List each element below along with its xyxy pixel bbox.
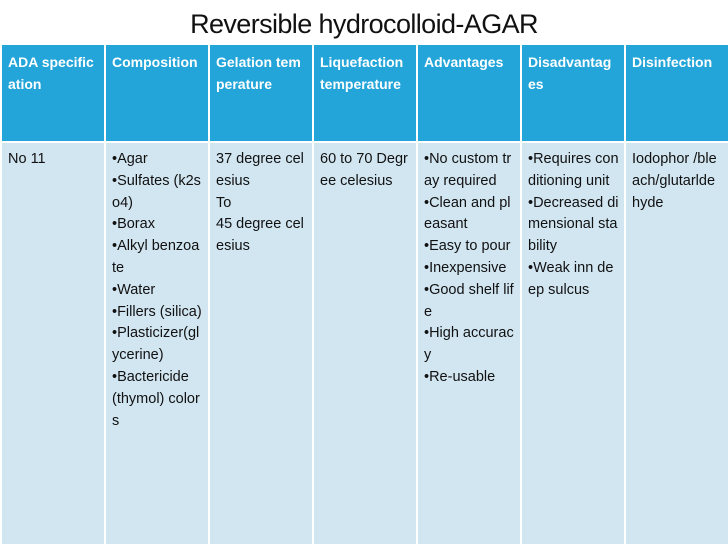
gelation-line: 45 degree celesius — [216, 216, 304, 255]
agar-table: ADA specification Composition Gelation t… — [0, 43, 728, 546]
cell-disinfection: Iodophor /bleach/glutarldehyde — [624, 141, 728, 546]
composition-item: (thymol) colors — [112, 390, 200, 429]
advantage-item: •Clean and pleasant — [424, 194, 511, 233]
composition-item: •Plasticizer(glycerine) — [112, 325, 200, 364]
composition-item: •Alkyl benzoate — [112, 238, 200, 276]
cell-disadvantages: •Requires conditioning unit •Decreased d… — [520, 141, 626, 546]
header-disadvantages: Disadvantages — [520, 43, 626, 143]
liquefaction-line: 60 to 70 Degree celesius — [320, 151, 408, 189]
cell-ada-specification: No 11 — [0, 141, 106, 546]
composition-item: •Fillers (silica) — [112, 303, 202, 320]
composition-item: •Sulfates (k2so4) — [112, 172, 201, 211]
advantage-item: •Re-usable — [424, 368, 496, 385]
slide-title: Reversible hydrocolloid-AGAR — [190, 9, 538, 39]
composition-item: •Bactericide — [112, 368, 189, 385]
header-row: ADA specification Composition Gelation t… — [0, 43, 728, 143]
advantage-item: •No custom tray required — [424, 151, 512, 189]
composition-item: •Agar — [112, 151, 148, 167]
gelation-line: 37 degree celesius — [216, 151, 304, 189]
header-advantages: Advantages — [416, 43, 522, 143]
cell-composition: •Agar •Sulfates (k2so4) •Borax •Alkyl be… — [104, 141, 210, 546]
header-gelation-temperature: Gelation temperature — [208, 43, 314, 143]
advantage-item: •Good shelf life — [424, 281, 514, 320]
cell-advantages: •No custom tray required •Clean and plea… — [416, 141, 522, 546]
header-liquefaction-temperature: Liquefaction temperature — [312, 43, 418, 143]
advantage-item: •High accuracy — [424, 325, 514, 364]
header-composition: Composition — [104, 43, 210, 143]
disinfection-line: Iodophor /bleach/glutarldehyde — [632, 151, 717, 211]
disadvantage-item: •Decreased dimensional stability — [528, 194, 619, 255]
cell-liquefaction-temperature: 60 to 70 Degree celesius — [312, 141, 418, 546]
advantage-item: •Inexpensive — [424, 259, 507, 276]
advantage-item: •Easy to pour — [424, 238, 511, 255]
cell-gelation-temperature: 37 degree celesius To 45 degree celesius — [208, 141, 314, 546]
gelation-line: To — [216, 194, 232, 211]
header-ada-specification: ADA specification — [0, 43, 106, 143]
ada-line: No 11 — [8, 151, 46, 167]
composition-item: •Borax — [112, 216, 155, 233]
composition-item: •Water — [112, 281, 156, 298]
disadvantage-item: •Requires conditioning unit — [528, 151, 619, 189]
table-row: No 11 •Agar •Sulfates (k2so4) •Borax •Al… — [0, 141, 728, 546]
header-disinfection: Disinfection — [624, 43, 728, 143]
disadvantage-item: •Weak inn deep sulcus — [528, 259, 614, 298]
